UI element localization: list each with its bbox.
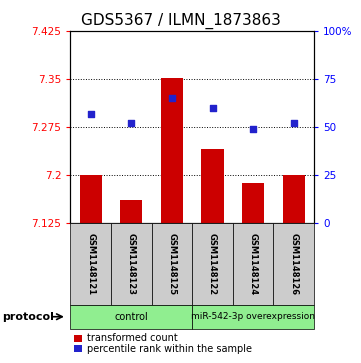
Text: control: control [114,312,148,322]
Text: transformed count: transformed count [87,333,178,343]
Text: GSM1148126: GSM1148126 [289,233,298,295]
Point [210,105,216,111]
Text: GSM1148124: GSM1148124 [249,233,258,295]
Point [129,120,134,126]
Bar [283,175,305,223]
Text: GSM1148121: GSM1148121 [86,233,95,295]
Text: GSM1148123: GSM1148123 [127,233,136,295]
Bar [120,200,143,223]
Point [88,111,93,117]
Text: GSM1148122: GSM1148122 [208,233,217,295]
Point [291,120,297,126]
Text: miR-542-3p overexpression: miR-542-3p overexpression [191,312,315,321]
Text: GDS5367 / ILMN_1873863: GDS5367 / ILMN_1873863 [81,13,280,29]
Bar [201,150,224,223]
Bar [79,175,102,223]
Text: GSM1148125: GSM1148125 [168,233,177,295]
Text: percentile rank within the sample: percentile rank within the sample [87,343,252,354]
Point [169,95,175,101]
Point [250,126,256,132]
Bar [242,183,264,223]
Bar [161,78,183,223]
Text: protocol: protocol [2,312,54,322]
